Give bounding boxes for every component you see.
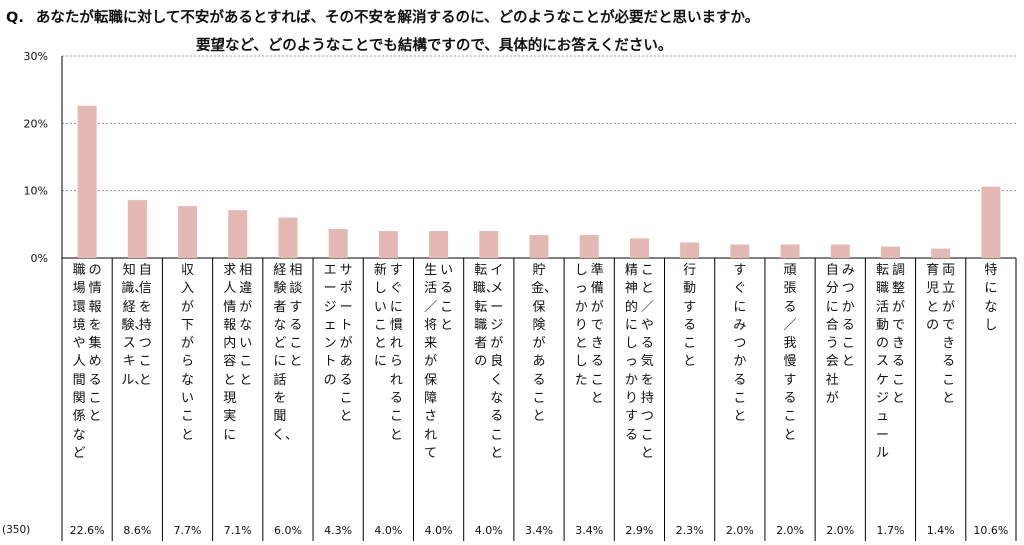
category-label: しっかりとした xyxy=(574,263,588,388)
value-label: 4.0% xyxy=(374,524,403,537)
y-tick-label: 30% xyxy=(24,50,48,63)
bar xyxy=(178,206,198,258)
category-label: こと／やる気を持つこと xyxy=(640,263,654,461)
value-label: 22.6% xyxy=(69,524,105,537)
bar xyxy=(680,242,700,258)
category-label: すぐに慣れられること xyxy=(389,263,403,443)
y-tick-label: 20% xyxy=(24,117,48,130)
category-label: 貯金、保険があること xyxy=(531,263,558,425)
category-label: 新しいことに xyxy=(373,263,387,370)
category-label: みつかること xyxy=(841,263,855,370)
category-label: 転職、転職者の xyxy=(472,263,499,370)
category-label: 準備ができること xyxy=(590,263,604,407)
bar xyxy=(629,238,649,258)
y-tick-label: 10% xyxy=(24,185,48,198)
bar xyxy=(579,235,599,258)
category-label: 相違がないこと xyxy=(239,263,253,388)
value-label: 10.6% xyxy=(973,524,1009,537)
question-line-2: 要望など、どのようなことでも結構ですので、具体的にお答えください。 xyxy=(196,38,673,54)
value-label: 4.3% xyxy=(324,524,353,537)
category-label: 育児との xyxy=(926,263,940,333)
value-label: 6.0% xyxy=(273,524,302,537)
value-label: 4.0% xyxy=(474,524,503,537)
category-label: 自分に合う会社が xyxy=(825,263,839,407)
bar xyxy=(378,231,398,258)
category-label: 求人情報内容と現実に xyxy=(223,263,237,443)
category-label: 両立ができること xyxy=(942,263,956,407)
value-label: 7.7% xyxy=(173,524,202,537)
question-text-1: あなたが転職に対して不安があるとすれば、その不安を解消するのに、どのようなことが… xyxy=(35,10,760,26)
value-label: 2.0% xyxy=(776,524,805,537)
bar xyxy=(77,105,97,259)
value-label: 8.6% xyxy=(123,524,152,537)
bar xyxy=(730,244,750,258)
category-label: 行動すること xyxy=(683,263,697,370)
category-label: いること xyxy=(440,263,454,333)
category-label: 精神的にしっかりする xyxy=(624,263,638,443)
value-label: 2.0% xyxy=(725,524,754,537)
category-label: サポートがあること xyxy=(339,263,353,425)
bar xyxy=(880,246,900,258)
value-label: 2.0% xyxy=(826,524,855,537)
value-label: 3.4% xyxy=(525,524,553,537)
value-label: 7.1% xyxy=(223,524,252,537)
category-label: 経験者などに話を聞く、 xyxy=(271,263,298,443)
category-label: 知識、経験、スキル、 xyxy=(121,263,148,388)
category-label: 生活／将来が保障されて xyxy=(424,263,438,461)
question-prefix: Q. xyxy=(6,10,24,26)
value-label: 3.4% xyxy=(575,524,604,537)
bar xyxy=(328,229,348,258)
value-label: 1.4% xyxy=(926,524,955,537)
category-label: 職場環境や人間関係など xyxy=(72,263,86,461)
category-label: 収入が下がらないこと xyxy=(181,263,195,443)
category-label: 調整ができること xyxy=(891,263,905,407)
bar xyxy=(830,244,850,258)
category-label: 相談すること xyxy=(289,263,303,370)
category-label: すぐにみつかること xyxy=(733,263,747,425)
category-label: の情報を集めること xyxy=(88,263,102,425)
sample-size-label: (350) xyxy=(2,524,31,536)
bar xyxy=(981,186,1001,258)
value-label: 1.7% xyxy=(876,524,905,537)
category-label: 自信を持つこと xyxy=(138,263,152,388)
bar xyxy=(127,200,147,258)
bar xyxy=(228,210,248,258)
bar xyxy=(479,231,499,258)
bar xyxy=(529,235,549,258)
category-label: 転職活動のスケジュール xyxy=(875,263,889,461)
bar xyxy=(429,231,449,258)
bar xyxy=(278,217,298,258)
value-label: 2.3% xyxy=(675,524,704,537)
y-tick-label: 0% xyxy=(31,252,48,265)
value-label: 2.9% xyxy=(625,524,654,537)
category-label: 頑張る／我慢すること xyxy=(783,263,797,443)
bar xyxy=(780,244,800,258)
category-label: 特になし xyxy=(984,263,998,333)
bar xyxy=(931,248,951,258)
category-label: エージェントの xyxy=(323,263,337,388)
question-line-1: Q. あなたが転職に対して不安があるとすれば、その不安を解消するのに、どのようなこ… xyxy=(6,6,759,27)
category-label: イメージが良くなること xyxy=(490,263,504,461)
value-label: 4.0% xyxy=(424,524,453,537)
